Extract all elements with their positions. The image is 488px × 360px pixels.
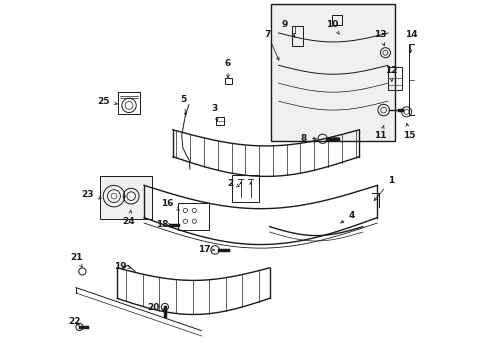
Bar [271, 4, 394, 140]
Bar [387, 67, 402, 90]
Text: 1: 1 [373, 176, 394, 201]
Text: 25: 25 [98, 96, 117, 105]
Text: 22: 22 [68, 317, 80, 326]
Text: 8: 8 [300, 134, 316, 143]
Text: 16: 16 [161, 199, 179, 210]
Bar [224, 78, 231, 84]
Bar [231, 175, 258, 202]
Bar [291, 26, 303, 45]
Text: 18: 18 [156, 220, 171, 229]
Bar [215, 117, 223, 125]
Text: 15: 15 [403, 123, 415, 140]
Text: 24: 24 [122, 211, 135, 226]
Text: 5: 5 [180, 95, 186, 116]
Text: 20: 20 [146, 303, 164, 312]
Bar [100, 176, 152, 220]
Bar [118, 92, 140, 114]
FancyArrowPatch shape [239, 183, 241, 185]
Text: 10: 10 [325, 19, 338, 34]
Text: 14: 14 [404, 30, 417, 53]
Text: 2: 2 [226, 179, 239, 188]
Text: 6: 6 [224, 59, 231, 78]
Bar [178, 203, 208, 230]
Text: 17: 17 [198, 246, 214, 255]
Text: 21: 21 [70, 253, 83, 267]
Text: 4: 4 [340, 211, 355, 223]
Text: 19: 19 [114, 262, 130, 271]
Text: 13: 13 [374, 30, 386, 46]
Text: 23: 23 [81, 190, 101, 199]
Text: 9: 9 [281, 19, 294, 37]
Text: 7: 7 [264, 30, 279, 60]
Text: 11: 11 [373, 125, 386, 140]
FancyArrowPatch shape [249, 183, 251, 185]
Bar [331, 15, 341, 25]
Text: 12: 12 [384, 66, 396, 81]
Text: 3: 3 [210, 104, 218, 121]
